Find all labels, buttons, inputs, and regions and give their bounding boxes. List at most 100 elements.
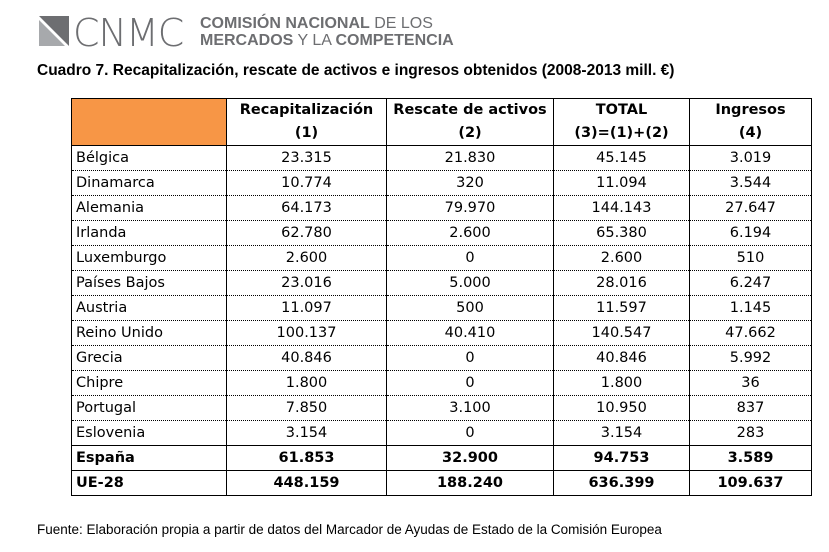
value-cell: 23.016 (226, 270, 387, 296)
value-cell: 500 (386, 295, 554, 321)
value-cell: 45.145 (553, 145, 690, 171)
table-row: Portugal 7.850 3.100 10.950 837 (71, 395, 812, 421)
country-cell: Países Bajos (71, 270, 227, 296)
table-body: Bélgica 23.315 21.830 45.145 3.019 Dinamarca 1… (71, 145, 812, 496)
value-cell: 11.094 (553, 170, 690, 196)
country-cell: UE-28 (71, 470, 227, 496)
table-row: Austria 11.097 500 11.597 1.145 (71, 295, 812, 321)
value-cell: 62.780 (226, 220, 387, 246)
header-line1: Recapitalización (239, 102, 374, 118)
header-line2: (1) (294, 125, 319, 141)
country-cell: España (71, 445, 227, 471)
country-cell: Dinamarca (71, 170, 227, 196)
table-row: Países Bajos 23.016 5.000 28.016 6.247 (71, 270, 812, 296)
source-note: Fuente: Elaboración propia a partir de d… (37, 522, 662, 537)
value-cell: 28.016 (553, 270, 690, 296)
value-cell: 3.154 (226, 420, 387, 446)
value-cell: 10.950 (553, 395, 690, 421)
value-cell: 2.600 (226, 245, 387, 271)
logo-acronym: CNMC (73, 11, 184, 55)
header-cell: Recapitalización (1) (226, 98, 387, 146)
value-cell: 0 (386, 245, 554, 271)
country-cell: Eslovenia (71, 420, 227, 446)
table-row: Dinamarca 10.774 320 11.094 3.544 (71, 170, 812, 196)
value-cell: 837 (689, 395, 812, 421)
table-row: Irlanda 62.780 2.600 65.380 6.194 (71, 220, 812, 246)
value-cell: 40.410 (386, 320, 554, 346)
value-cell: 188.240 (386, 470, 554, 496)
value-cell: 100.137 (226, 320, 387, 346)
country-cell: Bélgica (71, 145, 227, 171)
value-cell: 1.145 (689, 295, 812, 321)
logo-line2-bold2: COMPETENCIA (335, 32, 454, 49)
value-cell: 5.000 (386, 270, 554, 296)
value-cell: 140.547 (553, 320, 690, 346)
value-cell: 6.247 (689, 270, 812, 296)
value-cell: 1.800 (553, 370, 690, 396)
value-cell: 61.853 (226, 445, 387, 471)
cnmc-logo: CNMC COMISIÓN NACIONAL DE LOS MERCADOS Y… (37, 11, 457, 55)
header-line1: TOTAL (595, 102, 648, 118)
value-cell: 448.159 (226, 470, 387, 496)
logo-line1-light: DE LOS (369, 15, 433, 32)
value-cell: 5.992 (689, 345, 812, 371)
value-cell: 2.600 (386, 220, 554, 246)
value-cell: 320 (386, 170, 554, 196)
value-cell: 11.097 (226, 295, 387, 321)
value-cell: 65.380 (553, 220, 690, 246)
value-cell: 0 (386, 370, 554, 396)
cnmc-logo-mark-icon (39, 16, 69, 46)
header-cell: Rescate de activos (2) (386, 98, 554, 146)
value-cell: 3.544 (689, 170, 812, 196)
logo-line2-light: Y LA (293, 32, 336, 49)
table-row: España 61.853 32.900 94.753 3.589 (71, 445, 812, 471)
table-row: Luxemburgo 2.600 0 2.600 510 (71, 245, 812, 271)
value-cell: 7.850 (226, 395, 387, 421)
logo-line2-bold: MERCADOS (200, 32, 294, 49)
value-cell: 3.100 (386, 395, 554, 421)
value-cell: 21.830 (386, 145, 554, 171)
value-cell: 283 (689, 420, 812, 446)
country-cell: Reino Unido (71, 320, 227, 346)
table-row: Chipre 1.800 0 1.800 36 (71, 370, 812, 396)
header-line2: (2) (458, 125, 482, 141)
country-cell: Chipre (71, 370, 227, 396)
country-cell: Austria (71, 295, 227, 321)
value-cell: 40.846 (226, 345, 387, 371)
logo-text: COMISIÓN NACIONAL DE LOS MERCADOS Y LA C… (200, 15, 454, 49)
value-cell: 94.753 (553, 445, 690, 471)
header-cell: Ingresos (4) (689, 98, 812, 146)
value-cell: 10.774 (226, 170, 387, 196)
table-row: Alemania 64.173 79.970 144.143 27.647 (71, 195, 812, 221)
value-cell: 27.647 (689, 195, 812, 221)
country-cell: Irlanda (71, 220, 227, 246)
value-cell: 2.600 (553, 245, 690, 271)
value-cell: 32.900 (386, 445, 554, 471)
value-cell: 636.399 (553, 470, 690, 496)
value-cell: 109.637 (689, 470, 812, 496)
value-cell: 3.154 (553, 420, 690, 446)
value-cell: 40.846 (553, 345, 690, 371)
header-line2: (3)=(1)+(2) (574, 125, 669, 141)
header-corner-cell (71, 98, 227, 146)
table-row: Reino Unido 100.137 40.410 140.547 47.662 (71, 320, 812, 346)
value-cell: 510 (689, 245, 812, 271)
country-cell: Portugal (71, 395, 227, 421)
table-row: UE-28 448.159 188.240 636.399 109.637 (71, 470, 812, 496)
value-cell: 6.194 (689, 220, 812, 246)
header-line2: (4) (738, 125, 763, 141)
country-cell: Grecia (71, 345, 227, 371)
data-table: Recapitalización (1) Rescate de activos (2)… (71, 98, 812, 496)
value-cell: 47.662 (689, 320, 812, 346)
value-cell: 1.800 (226, 370, 387, 396)
table-row: Grecia 40.846 0 40.846 5.992 (71, 345, 812, 371)
value-cell: 0 (386, 345, 554, 371)
value-cell: 23.315 (226, 145, 387, 171)
table-row: Bélgica 23.315 21.830 45.145 3.019 (71, 145, 812, 171)
header-line1: Ingresos (715, 102, 786, 118)
value-cell: 0 (386, 420, 554, 446)
value-cell: 11.597 (553, 295, 690, 321)
value-cell: 79.970 (386, 195, 554, 221)
value-cell: 144.143 (553, 195, 690, 221)
header-cell: TOTAL (3)=(1)+(2) (553, 98, 690, 146)
